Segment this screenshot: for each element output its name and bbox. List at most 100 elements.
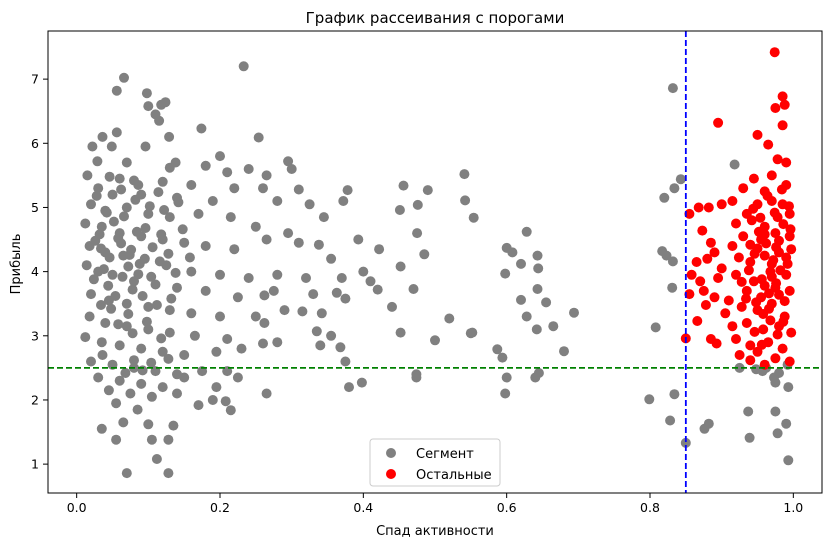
data-point <box>746 215 757 226</box>
data-point <box>243 164 254 174</box>
data-point <box>220 396 231 407</box>
x-axis: 0.0 0.2 0.4 0.6 0.8 1.0 <box>67 493 803 515</box>
data-point <box>326 330 337 341</box>
data-point <box>123 309 134 319</box>
data-point <box>168 420 179 431</box>
data-point <box>111 85 122 96</box>
data-point <box>723 295 734 306</box>
data-point <box>229 183 240 194</box>
data-point <box>143 208 154 219</box>
data-point <box>784 285 795 296</box>
data-point <box>173 197 184 208</box>
data-point <box>776 184 787 195</box>
data-point <box>96 243 106 254</box>
data-point <box>665 415 676 426</box>
data-point <box>272 269 283 280</box>
data-point <box>141 88 152 99</box>
data-point <box>762 190 773 201</box>
data-point <box>785 224 796 235</box>
y-tick-label: 3 <box>31 328 39 343</box>
data-point <box>774 368 784 378</box>
data-point <box>179 372 190 383</box>
data-point <box>87 141 98 152</box>
data-point <box>727 196 738 206</box>
data-point <box>770 353 781 364</box>
data-point <box>705 237 716 248</box>
data-point <box>741 293 751 304</box>
data-point <box>736 301 747 312</box>
data-point <box>164 327 175 338</box>
data-point <box>669 389 680 400</box>
data-point <box>711 338 722 349</box>
data-point <box>170 267 181 278</box>
data-point <box>650 322 661 333</box>
data-point <box>356 377 367 388</box>
data-point <box>301 273 311 283</box>
data-point <box>272 196 283 206</box>
data-point <box>770 377 781 388</box>
data-point <box>137 365 148 376</box>
data-point <box>769 207 780 218</box>
data-point <box>91 190 102 201</box>
data-point <box>395 261 406 272</box>
data-point <box>96 337 107 348</box>
data-point <box>644 394 655 405</box>
data-point <box>88 274 99 285</box>
data-point <box>140 223 151 233</box>
data-point <box>667 256 678 267</box>
data-point <box>84 311 95 322</box>
data-point <box>412 199 423 210</box>
data-point <box>783 382 794 393</box>
data-point <box>113 319 124 330</box>
data-point <box>500 268 511 279</box>
data-point <box>159 205 170 215</box>
data-point <box>225 212 236 223</box>
data-point <box>698 285 709 296</box>
data-point <box>104 171 115 182</box>
data-point <box>279 305 290 316</box>
data-point <box>283 228 294 239</box>
data-point <box>419 249 430 260</box>
data-point <box>759 280 770 291</box>
data-point <box>335 342 346 353</box>
data-point <box>82 170 93 181</box>
data-point <box>110 291 121 301</box>
legend-label-rest: Остальные <box>416 468 492 483</box>
data-point <box>272 337 283 348</box>
data-point <box>140 141 151 152</box>
data-point <box>749 326 760 337</box>
data-point <box>775 265 786 276</box>
data-point <box>331 287 342 298</box>
data-point <box>156 99 167 110</box>
data-point <box>692 316 703 326</box>
data-point <box>500 388 511 399</box>
data-point <box>261 388 272 399</box>
data-point <box>93 372 104 383</box>
data-point <box>778 219 789 230</box>
data-point <box>164 305 175 316</box>
legend-marker-rest <box>386 469 396 479</box>
data-point <box>533 368 544 378</box>
data-point <box>243 273 254 283</box>
data-point <box>772 154 783 165</box>
y-tick-label: 6 <box>31 136 39 151</box>
data-point <box>141 316 152 327</box>
data-point <box>748 173 759 184</box>
data-point <box>193 400 204 411</box>
data-point <box>108 216 119 227</box>
data-point <box>163 353 174 364</box>
data-point <box>207 196 218 206</box>
data-point <box>117 271 128 282</box>
data-point <box>684 289 695 300</box>
data-point <box>308 289 319 300</box>
data-point <box>353 234 364 245</box>
data-point <box>784 208 795 219</box>
data-point <box>119 211 129 222</box>
plot-area <box>47 30 823 494</box>
data-point <box>179 350 190 360</box>
data-point <box>741 318 752 328</box>
data-point <box>86 356 96 367</box>
data-point <box>97 131 108 142</box>
legend-label-segment: Сегмент <box>416 447 474 462</box>
data-point <box>533 263 544 274</box>
